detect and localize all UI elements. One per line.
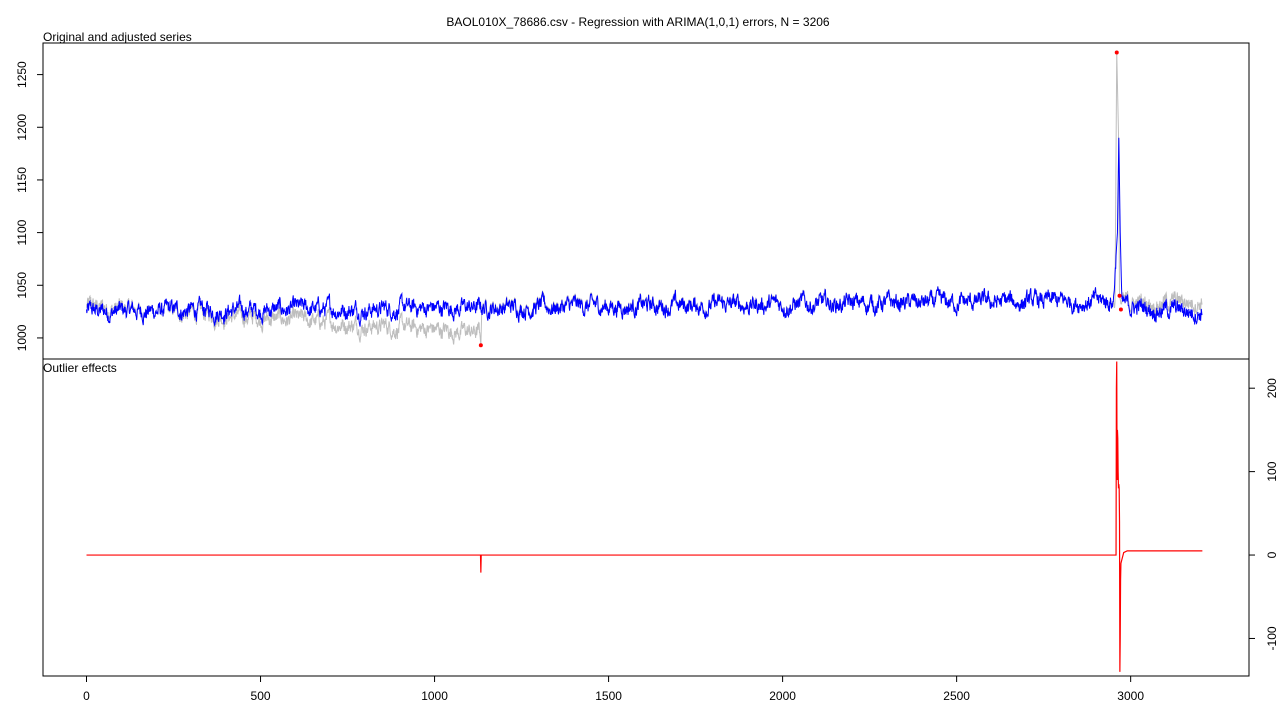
x-tick-label: 500 <box>251 689 271 703</box>
y-tick-label: 0 <box>1265 551 1279 558</box>
top-series-layer <box>86 52 1203 346</box>
outlier-point <box>478 343 483 348</box>
bottom-plot-frame <box>42 358 1250 677</box>
outlier-point <box>1118 307 1123 312</box>
chart-title: BAOL010X_78686.csv - Regression with ARI… <box>446 15 830 29</box>
x-axis: 0 500 1000 1500 2000 2500 3000 <box>83 676 1144 703</box>
y-tick-label: 1050 <box>15 272 29 299</box>
y-tick-label: -100 <box>1265 626 1279 650</box>
outlier-point <box>1114 50 1119 55</box>
y-tick-label: 200 <box>1265 378 1279 398</box>
outlier-points-layer <box>478 50 1123 348</box>
top-plot-frame <box>42 42 1250 360</box>
x-tick-label: 2500 <box>943 689 970 703</box>
y-tick-label: 1200 <box>15 114 29 141</box>
y-tick-label: 1100 <box>15 219 29 245</box>
panel-top-label: Original and adjusted series <box>43 30 192 44</box>
panel-bottom-label: Outlier effects <box>43 361 117 375</box>
bottom-y-axis: -100 0 100 200 <box>1249 378 1279 650</box>
outlier-point <box>1117 293 1122 298</box>
y-tick-label: 1150 <box>15 167 29 193</box>
x-tick-label: 1000 <box>421 689 448 703</box>
y-tick-label: 1250 <box>15 61 29 88</box>
outlier-effects-line <box>86 361 1203 672</box>
x-tick-label: 2000 <box>769 689 796 703</box>
top-y-axis: 1000 1050 1100 1150 1200 1250 <box>15 61 43 351</box>
y-tick-label: 1000 <box>15 324 29 351</box>
x-tick-label: 3000 <box>1117 689 1144 703</box>
bottom-series-layer <box>86 361 1203 672</box>
y-tick-label: 100 <box>1265 461 1279 481</box>
adjusted-series-line <box>86 137 1203 328</box>
x-tick-label: 1500 <box>595 689 622 703</box>
x-tick-label: 0 <box>83 689 90 703</box>
